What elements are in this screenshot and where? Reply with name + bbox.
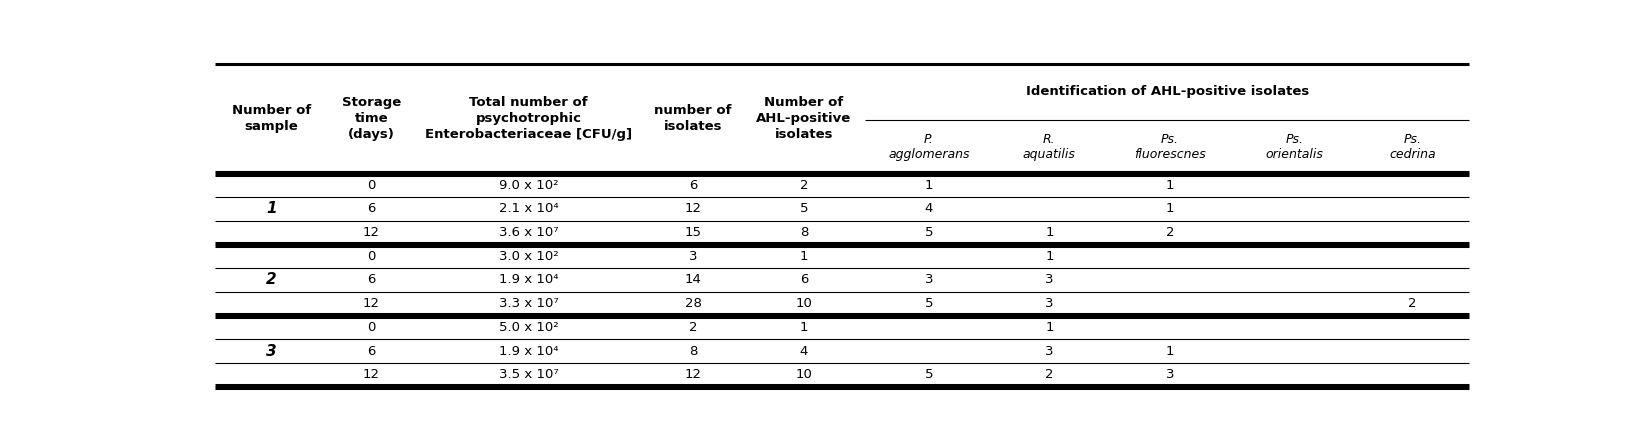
Text: 0: 0 [367,321,375,334]
Text: 1: 1 [1044,250,1054,263]
Text: 15: 15 [684,226,702,239]
Text: 3: 3 [1166,368,1174,381]
Text: 6: 6 [367,202,375,215]
Text: Total number of
psychotrophic
Enterobacteriaceae [CFU/g]: Total number of psychotrophic Enterobact… [426,96,632,141]
Text: Number of
sample: Number of sample [232,104,311,133]
Text: 5: 5 [925,368,933,381]
Text: 1: 1 [800,321,809,334]
Text: 12: 12 [684,202,702,215]
Text: 8: 8 [800,226,809,239]
Text: number of
isolates: number of isolates [655,104,732,133]
Text: 6: 6 [367,345,375,357]
Text: Number of
AHL-positive
isolates: Number of AHL-positive isolates [756,96,851,141]
Text: 3: 3 [1044,345,1054,357]
Text: 12: 12 [363,226,380,239]
Text: 0: 0 [367,250,375,263]
Text: 3: 3 [1044,274,1054,286]
Text: Storage
time
(days): Storage time (days) [342,96,401,141]
Text: Ps.
cedrina: Ps. cedrina [1390,133,1436,161]
Text: Ps.
orientalis: Ps. orientalis [1265,133,1324,161]
Text: 3: 3 [1044,297,1054,310]
Text: 6: 6 [367,274,375,286]
Text: 4: 4 [925,202,933,215]
Text: 2: 2 [1166,226,1174,239]
Text: 2: 2 [267,273,277,288]
Text: 2: 2 [800,179,809,192]
Text: 1: 1 [1166,202,1174,215]
Text: 1: 1 [925,179,933,192]
Text: 1: 1 [1044,321,1054,334]
Text: 5.0 x 10²: 5.0 x 10² [499,321,558,334]
Text: 12: 12 [363,368,380,381]
Text: 3: 3 [267,344,277,359]
Text: 2.1 x 10⁴: 2.1 x 10⁴ [499,202,558,215]
Text: 9.0 x 10²: 9.0 x 10² [499,179,558,192]
Text: 1: 1 [1044,226,1054,239]
Text: 3.3 x 10⁷: 3.3 x 10⁷ [499,297,558,310]
Text: 3.6 x 10⁷: 3.6 x 10⁷ [499,226,558,239]
Text: 5: 5 [925,297,933,310]
Text: 1: 1 [1166,179,1174,192]
Text: 1.9 x 10⁴: 1.9 x 10⁴ [499,274,558,286]
Text: 1: 1 [1166,345,1174,357]
Text: 6: 6 [689,179,697,192]
Text: 3: 3 [925,274,933,286]
Text: 3.0 x 10²: 3.0 x 10² [499,250,558,263]
Text: 4: 4 [800,345,809,357]
Text: 10: 10 [796,368,812,381]
Text: 1: 1 [267,202,277,216]
Text: 2: 2 [1044,368,1054,381]
Text: R.
aquatilis: R. aquatilis [1023,133,1076,161]
Text: P.
agglomerans: P. agglomerans [887,133,969,161]
Text: Identification of AHL-positive isolates: Identification of AHL-positive isolates [1026,85,1310,98]
Text: 6: 6 [800,274,809,286]
Text: 5: 5 [800,202,809,215]
Text: 2: 2 [1408,297,1418,310]
Text: 12: 12 [684,368,702,381]
Text: 28: 28 [684,297,702,310]
Text: 1: 1 [800,250,809,263]
Text: Ps.
fluorescnes: Ps. fluorescnes [1134,133,1206,161]
Text: 2: 2 [689,321,697,334]
Text: 5: 5 [925,226,933,239]
Text: 0: 0 [367,179,375,192]
Text: 8: 8 [689,345,697,357]
Text: 3: 3 [689,250,697,263]
Text: 14: 14 [684,274,702,286]
Text: 12: 12 [363,297,380,310]
Text: 1.9 x 10⁴: 1.9 x 10⁴ [499,345,558,357]
Text: 10: 10 [796,297,812,310]
Text: 3.5 x 10⁷: 3.5 x 10⁷ [499,368,558,381]
